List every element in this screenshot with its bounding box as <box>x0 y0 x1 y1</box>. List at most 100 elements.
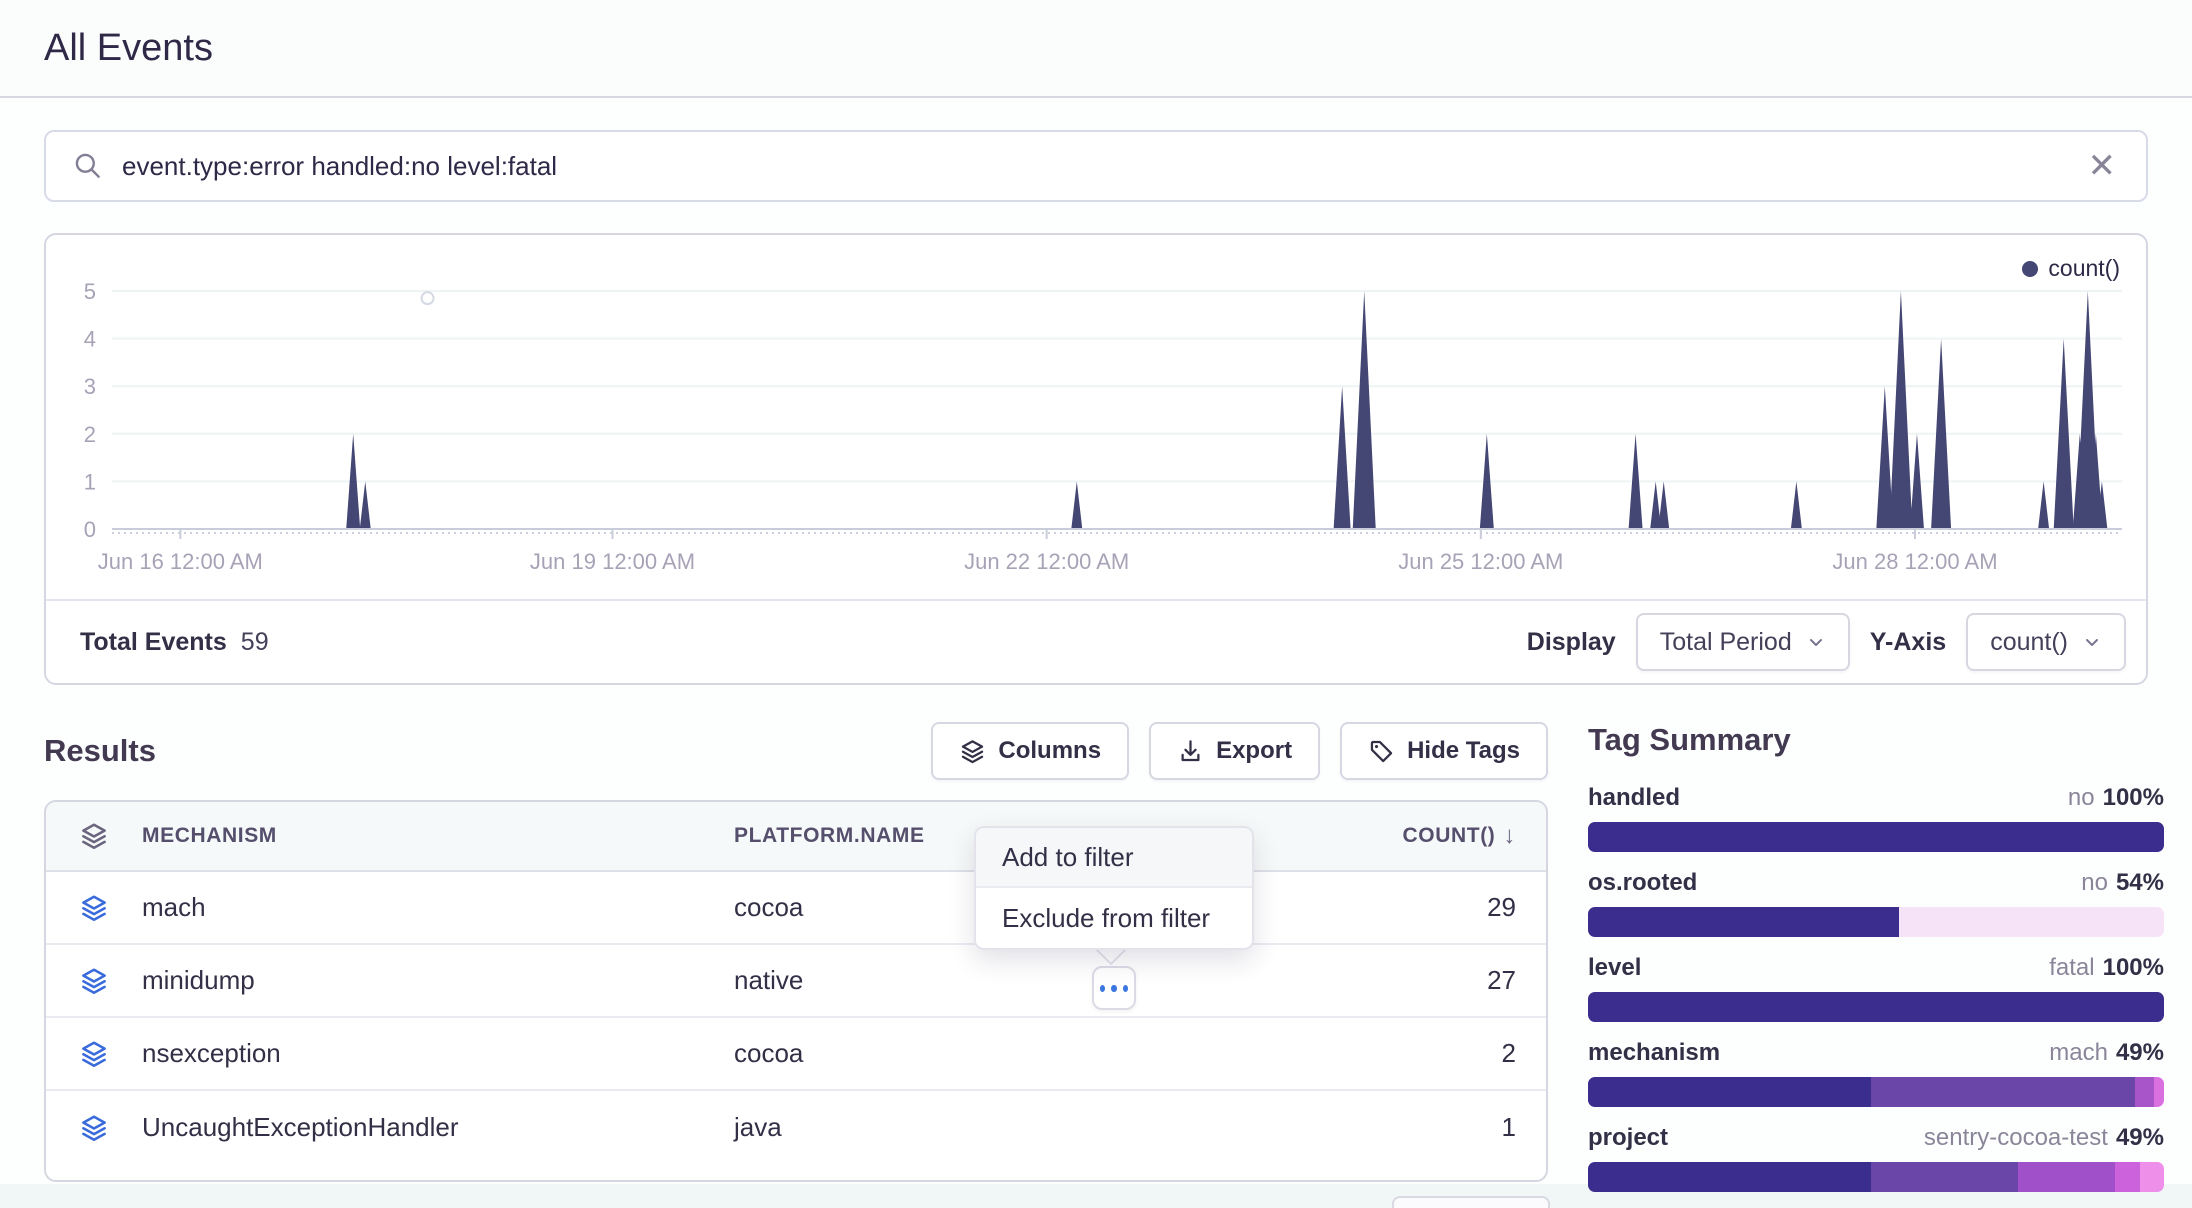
tag-bar-segment[interactable] <box>1588 822 2164 852</box>
layers-icon <box>46 893 142 923</box>
tag-top-pct: 49% <box>2116 1039 2164 1066</box>
svg-text:4: 4 <box>84 327 96 352</box>
tag-entry: project sentry-cocoa-test49% <box>1588 1124 2164 1192</box>
tag-bar[interactable] <box>1588 822 2164 852</box>
layers-icon <box>46 966 142 996</box>
svg-text:Jun 25 12:00 AM: Jun 25 12:00 AM <box>1398 549 1563 574</box>
cell-mechanism[interactable]: nsexception <box>142 1038 734 1069</box>
tag-bar-segment[interactable] <box>1588 907 1899 937</box>
chart-legend[interactable]: count() <box>2022 255 2120 282</box>
column-header-mechanism[interactable]: MECHANISM <box>142 824 734 848</box>
sort-desc-icon: ↓ <box>1503 822 1516 850</box>
tag-bar[interactable] <box>1588 992 2164 1022</box>
tag-top-value: no100% <box>2068 784 2164 812</box>
cell-actions-menu: Add to filter Exclude from filter <box>974 826 1254 950</box>
results-table: MECHANISM PLATFORM.NAME COUNT() ↓ machco… <box>44 800 1548 1182</box>
display-select-value: Total Period <box>1660 628 1792 657</box>
svg-text:5: 5 <box>84 279 96 304</box>
layers-icon <box>959 738 986 765</box>
table-header: MECHANISM PLATFORM.NAME COUNT() ↓ <box>46 802 1546 872</box>
columns-button-label: Columns <box>998 737 1101 765</box>
chart-footer: Total Events 59 Display Total Period Y-A… <box>46 599 2146 683</box>
tag-top-value: fatal100% <box>2049 954 2164 982</box>
clear-search-button[interactable]: ✕ <box>2084 149 2121 183</box>
tag-bar-segment[interactable] <box>1871 1077 2134 1107</box>
table-row[interactable]: machcocoa29 <box>46 872 1546 945</box>
menu-item-add-to-filter[interactable]: Add to filter <box>976 828 1252 888</box>
ellipsis-icon <box>1100 985 1105 992</box>
tag-bar-segment[interactable] <box>1871 1162 2017 1192</box>
total-events-label: Total Events <box>80 628 227 657</box>
pagination-stub[interactable] <box>1392 1196 1550 1208</box>
svg-text:Jun 16 12:00 AM: Jun 16 12:00 AM <box>98 549 263 574</box>
tag-bar-segment[interactable] <box>1899 907 2164 937</box>
legend-label: count() <box>2048 255 2120 282</box>
layers-icon <box>46 1039 142 1069</box>
svg-text:3: 3 <box>84 374 96 399</box>
events-chart[interactable]: 012345Jun 16 12:00 AMJun 19 12:00 AMJun … <box>62 275 2122 577</box>
search-icon <box>72 150 104 182</box>
search-input[interactable]: event.type:error handled:no level:fatal <box>122 151 2084 182</box>
hide-tags-button[interactable]: Hide Tags <box>1340 722 1548 780</box>
tag-bar[interactable] <box>1588 1077 2164 1107</box>
tag-top-pct: 100% <box>2103 954 2164 981</box>
cell-mechanism[interactable]: mach <box>142 892 734 923</box>
tag-bar[interactable] <box>1588 907 2164 937</box>
close-icon: ✕ <box>2088 147 2117 185</box>
cell-platform[interactable]: java <box>734 1112 1306 1143</box>
tag-top-value: no54% <box>2081 869 2164 897</box>
yaxis-select-value: count() <box>1990 628 2068 657</box>
search-bar[interactable]: event.type:error handled:no level:fatal … <box>44 130 2148 202</box>
tag-bar-segment[interactable] <box>2135 1077 2155 1107</box>
tag-icon <box>1368 738 1395 765</box>
table-row[interactable]: nsexceptioncocoa2 <box>46 1018 1546 1091</box>
tag-bar-segment[interactable] <box>2154 1077 2164 1107</box>
cell-platform[interactable]: native <box>734 965 1306 996</box>
all-events-page: All Events event.type:error handled:no l… <box>0 0 2192 1208</box>
tag-bar[interactable] <box>1588 1162 2164 1192</box>
tag-bar-segment[interactable] <box>1588 992 2164 1022</box>
tag-summary-title: Tag Summary <box>1588 722 2164 758</box>
cell-count[interactable]: 2 <box>1306 1038 1546 1069</box>
tag-bar-segment[interactable] <box>2018 1162 2115 1192</box>
row-actions-button[interactable] <box>1092 966 1136 1010</box>
svg-text:Jun 28 12:00 AM: Jun 28 12:00 AM <box>1832 549 1997 574</box>
cell-mechanism[interactable]: minidump <box>142 965 734 996</box>
tag-entry: handled no100% <box>1588 784 2164 852</box>
cell-count[interactable]: 27 <box>1306 965 1546 996</box>
tag-bar-segment[interactable] <box>1588 1162 1871 1192</box>
cell-mechanism[interactable]: UncaughtExceptionHandler <box>142 1112 734 1143</box>
tag-bar-segment[interactable] <box>2115 1162 2140 1192</box>
tag-name: project <box>1588 1124 1668 1152</box>
column-header-count[interactable]: COUNT() ↓ <box>1306 822 1546 850</box>
cell-count[interactable]: 29 <box>1306 892 1546 923</box>
page-header: All Events <box>0 0 2192 98</box>
tag-bar-segment[interactable] <box>1588 1077 1871 1107</box>
export-button[interactable]: Export <box>1149 722 1320 780</box>
export-button-label: Export <box>1216 737 1292 765</box>
layers-icon <box>46 821 142 851</box>
tag-top-pct: 100% <box>2103 784 2164 811</box>
tag-name: level <box>1588 954 1641 982</box>
page-title: All Events <box>44 0 213 96</box>
svg-text:Jun 19 12:00 AM: Jun 19 12:00 AM <box>530 549 695 574</box>
tag-summary-panel: Tag Summary handled no100% os.rootedno54% l… <box>1588 722 2164 1208</box>
display-select[interactable]: Total Period <box>1636 613 1850 671</box>
table-row[interactable]: minidumpnative27 <box>46 945 1546 1018</box>
table-row[interactable]: UncaughtExceptionHandlerjava1 <box>46 1091 1546 1164</box>
download-icon <box>1177 738 1204 765</box>
svg-text:Jun 22 12:00 AM: Jun 22 12:00 AM <box>964 549 1129 574</box>
tag-top-value: sentry-cocoa-test49% <box>1924 1124 2164 1152</box>
yaxis-select[interactable]: count() <box>1966 613 2126 671</box>
tag-entry: os.rootedno54% <box>1588 869 2164 937</box>
svg-text:1: 1 <box>84 469 96 494</box>
tag-name: handled <box>1588 784 1680 812</box>
cell-platform[interactable]: cocoa <box>734 1038 1306 1069</box>
chevron-down-icon <box>2082 632 2102 652</box>
tag-bar-segment[interactable] <box>2140 1162 2164 1192</box>
yaxis-label: Y-Axis <box>1870 628 1946 657</box>
legend-dot-icon <box>2022 261 2038 277</box>
menu-item-exclude-from-filter[interactable]: Exclude from filter <box>976 888 1252 948</box>
columns-button[interactable]: Columns <box>931 722 1129 780</box>
cell-count[interactable]: 1 <box>1306 1112 1546 1143</box>
